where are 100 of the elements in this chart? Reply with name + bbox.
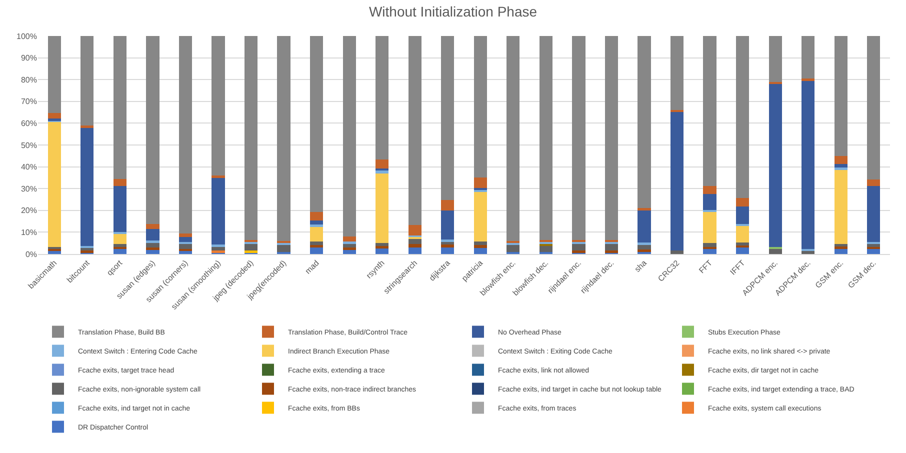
bar (834, 169, 848, 244)
y-tick-label: 80% (20, 75, 37, 84)
bar (802, 36, 815, 79)
bar (441, 247, 454, 254)
bar (572, 36, 586, 240)
bar (376, 246, 389, 249)
bar (506, 36, 520, 242)
bar (146, 240, 160, 244)
bar (506, 244, 520, 252)
bar (441, 200, 454, 210)
bar (670, 250, 684, 254)
y-tick-label: 50% (20, 140, 37, 150)
bar (736, 224, 750, 226)
bar (638, 242, 651, 245)
bar (310, 244, 324, 248)
bar (277, 244, 290, 252)
bar (834, 164, 848, 168)
bar (342, 247, 356, 250)
bar (572, 244, 586, 251)
bar (244, 36, 258, 240)
bar (638, 210, 651, 242)
bar (146, 243, 160, 248)
bar (146, 228, 160, 240)
bar (178, 36, 192, 234)
bar (376, 248, 389, 254)
bar (474, 177, 487, 188)
bar (474, 245, 487, 248)
bar (342, 241, 356, 244)
bar (867, 36, 880, 180)
bar (342, 236, 356, 242)
chart-title: Without Initialization Phase (368, 4, 538, 20)
bar (244, 244, 258, 251)
bar (867, 244, 880, 248)
bar (703, 194, 716, 210)
bar (80, 36, 94, 126)
bar (113, 244, 126, 248)
y-tick-label: 30% (20, 184, 37, 194)
x-tick-label: sha (632, 258, 649, 274)
bar (802, 80, 815, 249)
bar (703, 243, 716, 247)
bar (802, 250, 815, 254)
bar (310, 212, 324, 221)
bar (408, 36, 422, 226)
bar (670, 112, 684, 251)
y-tick-label: 70% (20, 97, 37, 106)
bar (834, 244, 848, 247)
bar (638, 208, 651, 210)
bar (310, 242, 324, 245)
bar (146, 224, 160, 229)
bar (736, 206, 750, 224)
bar (146, 247, 160, 250)
bar (178, 244, 192, 249)
bar (768, 36, 782, 82)
bar (736, 242, 750, 246)
y-tick-label: 20% (20, 206, 37, 216)
bar (736, 36, 750, 198)
bar (441, 244, 454, 248)
bar (80, 125, 94, 128)
bar (736, 226, 750, 243)
bar (212, 36, 225, 176)
y-tick-label: 0% (25, 250, 37, 259)
bar (867, 248, 880, 254)
y-tick-label: 40% (20, 162, 37, 172)
bar (212, 244, 225, 247)
bar (768, 84, 782, 247)
bar (441, 239, 454, 242)
bar (113, 36, 126, 179)
bar (736, 247, 750, 254)
bar (474, 36, 487, 178)
bar (539, 36, 552, 240)
bar (408, 225, 422, 236)
y-tick-label: 90% (20, 54, 37, 63)
bar (48, 250, 61, 254)
bar (212, 178, 225, 244)
bar (867, 186, 880, 242)
bar (376, 243, 389, 246)
bar (768, 248, 782, 254)
bar (834, 36, 848, 156)
bar (146, 36, 160, 224)
bar (703, 248, 716, 254)
bar (376, 174, 389, 244)
bar (539, 245, 552, 252)
bar (670, 36, 684, 110)
bar (441, 210, 454, 240)
bar (342, 36, 356, 237)
bar (277, 36, 290, 242)
bar (113, 234, 126, 244)
bar (48, 112, 61, 118)
bar (80, 127, 94, 246)
y-tick-label: 10% (20, 228, 37, 237)
y-tick-label: 60% (20, 119, 37, 128)
y-tick-label: 100% (16, 32, 37, 41)
bar (310, 220, 324, 225)
bar (604, 243, 618, 251)
bar (376, 170, 389, 174)
bar (441, 36, 454, 200)
bar (113, 178, 126, 186)
bar (638, 36, 651, 208)
bar (604, 36, 618, 240)
bar (703, 36, 716, 186)
